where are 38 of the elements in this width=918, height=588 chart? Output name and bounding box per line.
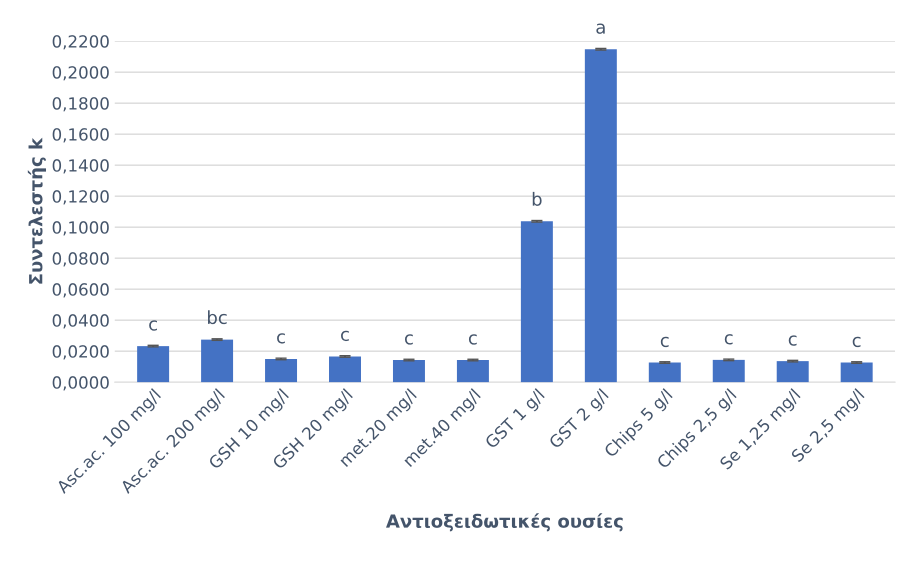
x-axis-title: Αντιοξειδωτικές ουσίες — [386, 513, 623, 532]
annotation: c — [660, 336, 669, 348]
y-tick-label: 0,2200 — [52, 35, 109, 50]
annotation: bc — [208, 310, 227, 324]
bar — [329, 356, 361, 382]
y-axis-title: Συντελεστής k — [28, 138, 46, 284]
y-tick-label: 0,0200 — [52, 345, 109, 360]
bar — [456, 360, 489, 382]
bar — [137, 346, 170, 382]
annotation: c — [468, 334, 477, 345]
y-tick-label: 0,1800 — [52, 97, 109, 112]
annotation: b — [532, 192, 542, 206]
bar — [520, 221, 553, 382]
annotation: c — [852, 336, 861, 348]
bar — [776, 361, 809, 382]
y-tick-label: 0,1600 — [52, 128, 109, 142]
annotation: c — [341, 330, 349, 342]
annotation: a — [596, 23, 605, 34]
bar — [840, 362, 873, 382]
bar — [584, 49, 617, 382]
y-tick-label: 0,0000 — [52, 376, 109, 390]
bar — [201, 340, 234, 382]
y-tick-label: 0,0600 — [52, 283, 109, 298]
annotation: c — [788, 335, 797, 346]
y-tick-label: 0,0400 — [52, 314, 109, 328]
bar — [392, 360, 425, 382]
bar — [265, 358, 298, 382]
annotation: c — [724, 334, 733, 344]
bar — [712, 360, 745, 382]
annotation: c — [149, 320, 157, 331]
bar — [648, 362, 681, 382]
y-tick-label: 0,1400 — [52, 159, 109, 174]
annotation: c — [277, 333, 285, 344]
y-tick-label: 0,1200 — [52, 190, 109, 204]
y-tick-label: 0,1000 — [52, 221, 109, 236]
y-tick-label: 0,0800 — [52, 252, 109, 266]
y-tick-label: 0,2000 — [52, 66, 109, 80]
annotation: c — [404, 334, 413, 345]
